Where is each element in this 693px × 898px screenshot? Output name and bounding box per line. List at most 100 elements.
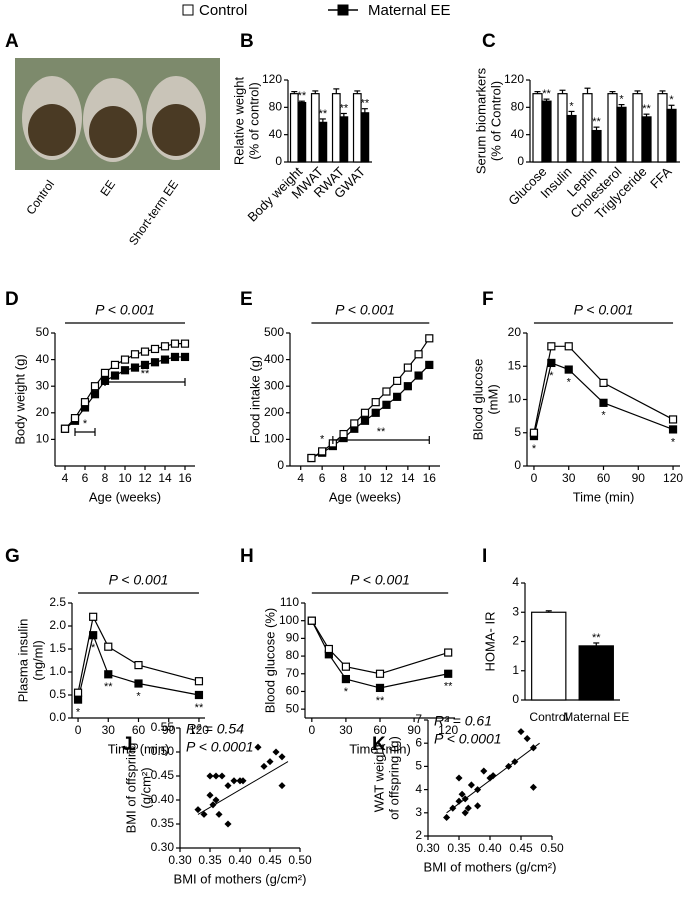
- x-tick-label: 0: [308, 723, 315, 737]
- x-tick-label: 16: [423, 471, 437, 485]
- panel-letter: I: [482, 546, 487, 567]
- image-label: EE: [97, 178, 118, 199]
- point: [200, 810, 208, 818]
- significance: *: [569, 100, 574, 112]
- point: [529, 744, 537, 752]
- x-tick-label: 0: [531, 471, 538, 485]
- marker: [170, 352, 180, 362]
- x-axis-label: Age (weeks): [329, 489, 401, 504]
- x-tick-label: 14: [158, 471, 172, 485]
- significance: **: [592, 632, 601, 644]
- point: [206, 772, 214, 780]
- y-tick-label: 0.40: [151, 792, 175, 806]
- bar: [318, 121, 328, 163]
- panel-letter: E: [240, 289, 253, 310]
- marker: [194, 677, 204, 686]
- point: [474, 786, 482, 794]
- panel-letter: G: [5, 546, 20, 567]
- significance: *: [91, 642, 96, 654]
- marker: [414, 371, 423, 380]
- x-tick-label: 0.30: [416, 841, 440, 855]
- panel-letter: K: [372, 734, 386, 755]
- x-tick-label: 0.35: [198, 853, 222, 867]
- x-tick-label: 10: [118, 471, 132, 485]
- marker: [393, 392, 402, 401]
- point: [464, 804, 472, 812]
- bar: [578, 645, 614, 701]
- x-tick-label: 120: [438, 723, 458, 737]
- r-squared: R² = 0.61: [434, 713, 492, 729]
- y-tick-label: 110: [280, 595, 299, 609]
- y-tick-label: 120: [504, 72, 524, 86]
- y-tick-label: 7: [415, 712, 422, 726]
- x-tick-label: 6: [82, 471, 89, 485]
- bar: [607, 93, 618, 163]
- point: [455, 774, 463, 782]
- point: [517, 728, 525, 736]
- point: [224, 820, 232, 828]
- marker: [564, 365, 573, 374]
- y-tick-label: 0.55: [151, 720, 175, 734]
- marker: [403, 363, 412, 372]
- marker: [90, 382, 100, 391]
- significance: **: [340, 102, 349, 114]
- x-tick-label: 10: [358, 471, 372, 485]
- x-axis-label: Age (weeks): [89, 489, 161, 504]
- legend-label: Maternal EE: [368, 2, 451, 19]
- marker: [371, 398, 380, 407]
- panel-letter: H: [240, 546, 254, 567]
- y-axis-label: HOMA- IR: [482, 612, 497, 672]
- marker: [180, 339, 190, 348]
- marker: [140, 347, 150, 356]
- point: [511, 758, 519, 766]
- x-tick-label: 4: [62, 471, 69, 485]
- point: [523, 735, 531, 743]
- y-tick-label: 1: [512, 663, 519, 677]
- point: [215, 810, 223, 818]
- y-tick-label: 0.50: [151, 744, 175, 758]
- x-tick-label: Control: [529, 710, 568, 724]
- point: [194, 806, 202, 814]
- y-tick-label: 0: [514, 458, 521, 472]
- significance: *: [532, 443, 537, 455]
- point: [239, 777, 247, 785]
- y-tick-label: 0: [277, 458, 284, 472]
- y-tick-label: 20: [36, 405, 50, 419]
- marker: [180, 352, 190, 362]
- marker: [73, 688, 83, 697]
- x-tick-label: 0.45: [509, 841, 533, 855]
- point: [480, 767, 488, 775]
- x-tick-label: 30: [562, 471, 576, 485]
- y-tick-label: 80: [269, 100, 283, 114]
- x-tick-label: 60: [132, 723, 146, 737]
- y-tick-label: 30: [36, 378, 50, 392]
- marker: [425, 360, 434, 370]
- y-tick-label: 1.0: [49, 664, 66, 678]
- y-tick-label: 2: [512, 634, 519, 648]
- y-tick-label: 50: [36, 325, 50, 339]
- point: [278, 782, 286, 790]
- point: [461, 795, 469, 803]
- y-tick-label: 0.5: [49, 687, 66, 701]
- significance: *: [671, 436, 676, 448]
- marker: [90, 390, 100, 399]
- y-tick-label: 2: [415, 828, 422, 842]
- legend-label: Control: [199, 2, 247, 19]
- bar: [360, 112, 370, 163]
- marker: [80, 398, 90, 407]
- x-tick-label: 0.50: [288, 853, 312, 867]
- marker: [547, 342, 556, 351]
- bar: [641, 116, 652, 163]
- y-tick-label: 3: [512, 604, 519, 618]
- marker: [307, 616, 316, 625]
- marker: [350, 419, 359, 428]
- p-value: P < 0.001: [350, 572, 410, 588]
- marker: [104, 670, 113, 679]
- y-tick-label: 3: [415, 805, 422, 819]
- marker: [375, 683, 385, 693]
- y-tick-label: 120: [262, 72, 282, 86]
- marker: [120, 366, 130, 375]
- significance: *: [601, 410, 606, 422]
- marker: [668, 425, 678, 434]
- bar: [591, 129, 602, 163]
